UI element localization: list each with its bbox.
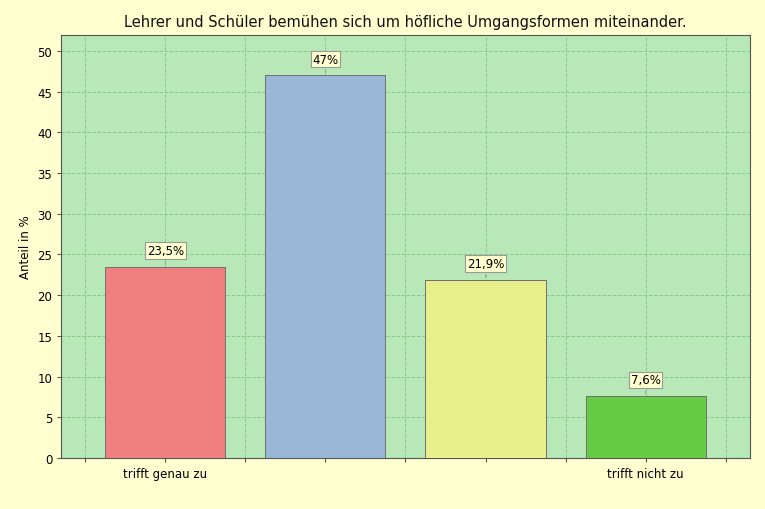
Y-axis label: Anteil in %: Anteil in % — [18, 215, 31, 278]
Bar — [265, 76, 386, 458]
Bar — [585, 397, 705, 458]
Bar — [106, 267, 226, 458]
Text: 7,6%: 7,6% — [630, 374, 660, 393]
Bar — [425, 280, 545, 458]
Text: 47%: 47% — [312, 53, 338, 73]
Text: 23,5%: 23,5% — [147, 244, 184, 264]
Title: Lehrer und Schüler bemühen sich um höfliche Umgangsformen miteinander.: Lehrer und Schüler bemühen sich um höfli… — [124, 15, 687, 31]
Text: 21,9%: 21,9% — [467, 258, 504, 277]
